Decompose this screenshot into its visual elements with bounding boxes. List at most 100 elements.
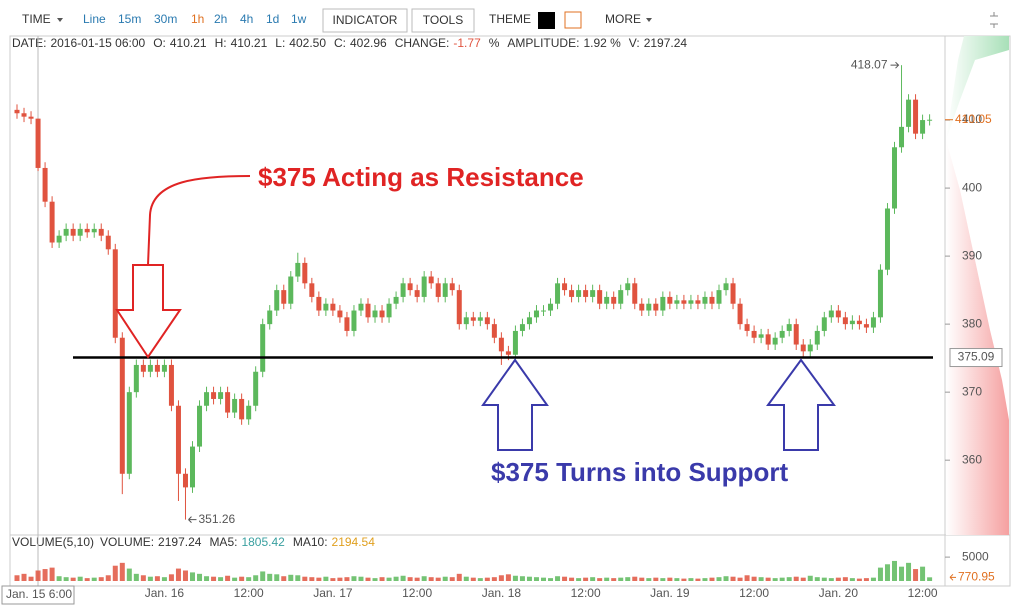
candle-body — [484, 317, 490, 325]
candle-body — [653, 303, 659, 311]
candle-body — [21, 113, 27, 117]
candle-body — [428, 276, 434, 284]
volume-bar — [590, 577, 596, 581]
info-label: AMPLITUDE: — [507, 36, 579, 50]
interval-option[interactable]: 1h — [191, 12, 204, 26]
candle-body — [70, 228, 76, 236]
candle-body — [154, 364, 160, 372]
info-label: H: — [215, 36, 227, 50]
candle-body — [870, 317, 876, 328]
crosshair-price: 375.09 — [958, 350, 995, 364]
candle-body — [400, 283, 406, 297]
volume-bar — [835, 577, 841, 581]
candle-body — [576, 290, 582, 297]
candle-body — [105, 235, 111, 250]
candle-body — [765, 334, 771, 345]
candle-body — [175, 405, 181, 474]
volume-bar — [470, 577, 476, 581]
label-arrow — [188, 516, 197, 523]
volume-bar — [253, 575, 259, 581]
volume-bar — [14, 575, 20, 581]
candle-body — [288, 276, 294, 304]
interval-option[interactable]: 15m — [118, 12, 141, 26]
volume-bar — [519, 576, 525, 581]
info-value: 2197.24 — [644, 36, 688, 50]
volume-legend: VOLUME(5,10) VOLUME: 2197.24 MA5: 1805.42 MA1… — [12, 535, 375, 549]
frame — [9, 35, 1011, 587]
indicator-button[interactable] — [322, 8, 408, 33]
volume-bar — [274, 574, 280, 581]
candle-body — [140, 364, 146, 372]
candle-body — [821, 317, 827, 331]
x-tick-label: Jan. 19 — [650, 586, 690, 600]
more-menu[interactable]: MORE — [605, 12, 641, 26]
tools-button[interactable] — [411, 8, 475, 33]
volume-bar — [884, 564, 890, 581]
volume-bar — [842, 577, 848, 581]
theme-light[interactable] — [564, 11, 582, 29]
volume-bar — [442, 576, 448, 581]
volume-bar — [49, 567, 55, 581]
volume-bar — [358, 576, 364, 581]
price-tag — [949, 348, 1003, 368]
candle-body — [562, 283, 568, 291]
volume-bar — [709, 577, 715, 581]
volume-bar — [913, 569, 919, 581]
volume-bar — [491, 577, 497, 581]
interval-option[interactable]: 4h — [240, 12, 253, 26]
down-arrow — [115, 264, 182, 359]
theme-dark[interactable] — [538, 12, 555, 29]
volume-bar — [576, 578, 582, 581]
toolbar: TIME Line 15m 30m 1h 2h 4h 1d 1w INDICATOR TOOL… — [22, 8, 998, 33]
candle-body — [295, 262, 301, 277]
x-tick-label: 12:00 — [234, 586, 264, 600]
candle-body — [674, 300, 680, 304]
candle-body — [828, 310, 834, 318]
candle-body — [618, 290, 624, 304]
interval-option[interactable]: 1d — [266, 12, 279, 26]
interval-option[interactable]: 1w — [291, 12, 307, 26]
depth-ask — [946, 140, 1009, 535]
low-label: 351.26 — [198, 512, 235, 526]
tools-label: TOOLS — [423, 13, 463, 27]
candle-body — [541, 310, 546, 312]
interval-option[interactable]: 2h — [214, 12, 227, 26]
volume-bar — [232, 577, 238, 581]
ma-label: MA10: — [293, 535, 328, 549]
volume-bar — [618, 577, 624, 581]
volume-bar — [604, 577, 610, 581]
volume-bar — [667, 577, 673, 581]
volume-bar — [681, 578, 687, 581]
fullscreen-icon[interactable] — [990, 12, 998, 28]
candle-body — [63, 228, 69, 236]
time-tag — [1, 585, 75, 605]
x-tick-label: Jan. 16 — [145, 586, 185, 600]
time-menu[interactable]: TIME — [22, 12, 51, 26]
candle-body — [309, 283, 315, 297]
candle-body — [800, 344, 806, 352]
volume-bar — [695, 578, 701, 581]
x-tick-label: 12:00 — [739, 586, 769, 600]
volume-bar — [372, 578, 378, 581]
candle-body — [386, 303, 392, 318]
candle-body — [856, 320, 862, 325]
candle-body — [253, 371, 259, 406]
candle-body — [583, 290, 589, 297]
candle-body — [772, 337, 778, 345]
candle-body — [702, 296, 708, 304]
volume-bar — [393, 576, 399, 581]
x-tick-label: 12:00 — [908, 586, 938, 600]
volume-bar — [351, 576, 357, 581]
candle-body — [597, 290, 603, 304]
volume-bar — [533, 577, 539, 581]
candle-body — [260, 324, 266, 372]
interval-option[interactable]: Line — [83, 12, 106, 26]
candle-body — [913, 99, 919, 134]
candle-body — [56, 235, 62, 243]
y-tick-label: 390 — [962, 248, 982, 262]
candle-body — [119, 337, 125, 474]
interval-option[interactable]: 30m — [154, 12, 177, 26]
candle-body — [625, 283, 631, 291]
candle-body — [569, 290, 575, 297]
candle-body — [274, 290, 280, 311]
